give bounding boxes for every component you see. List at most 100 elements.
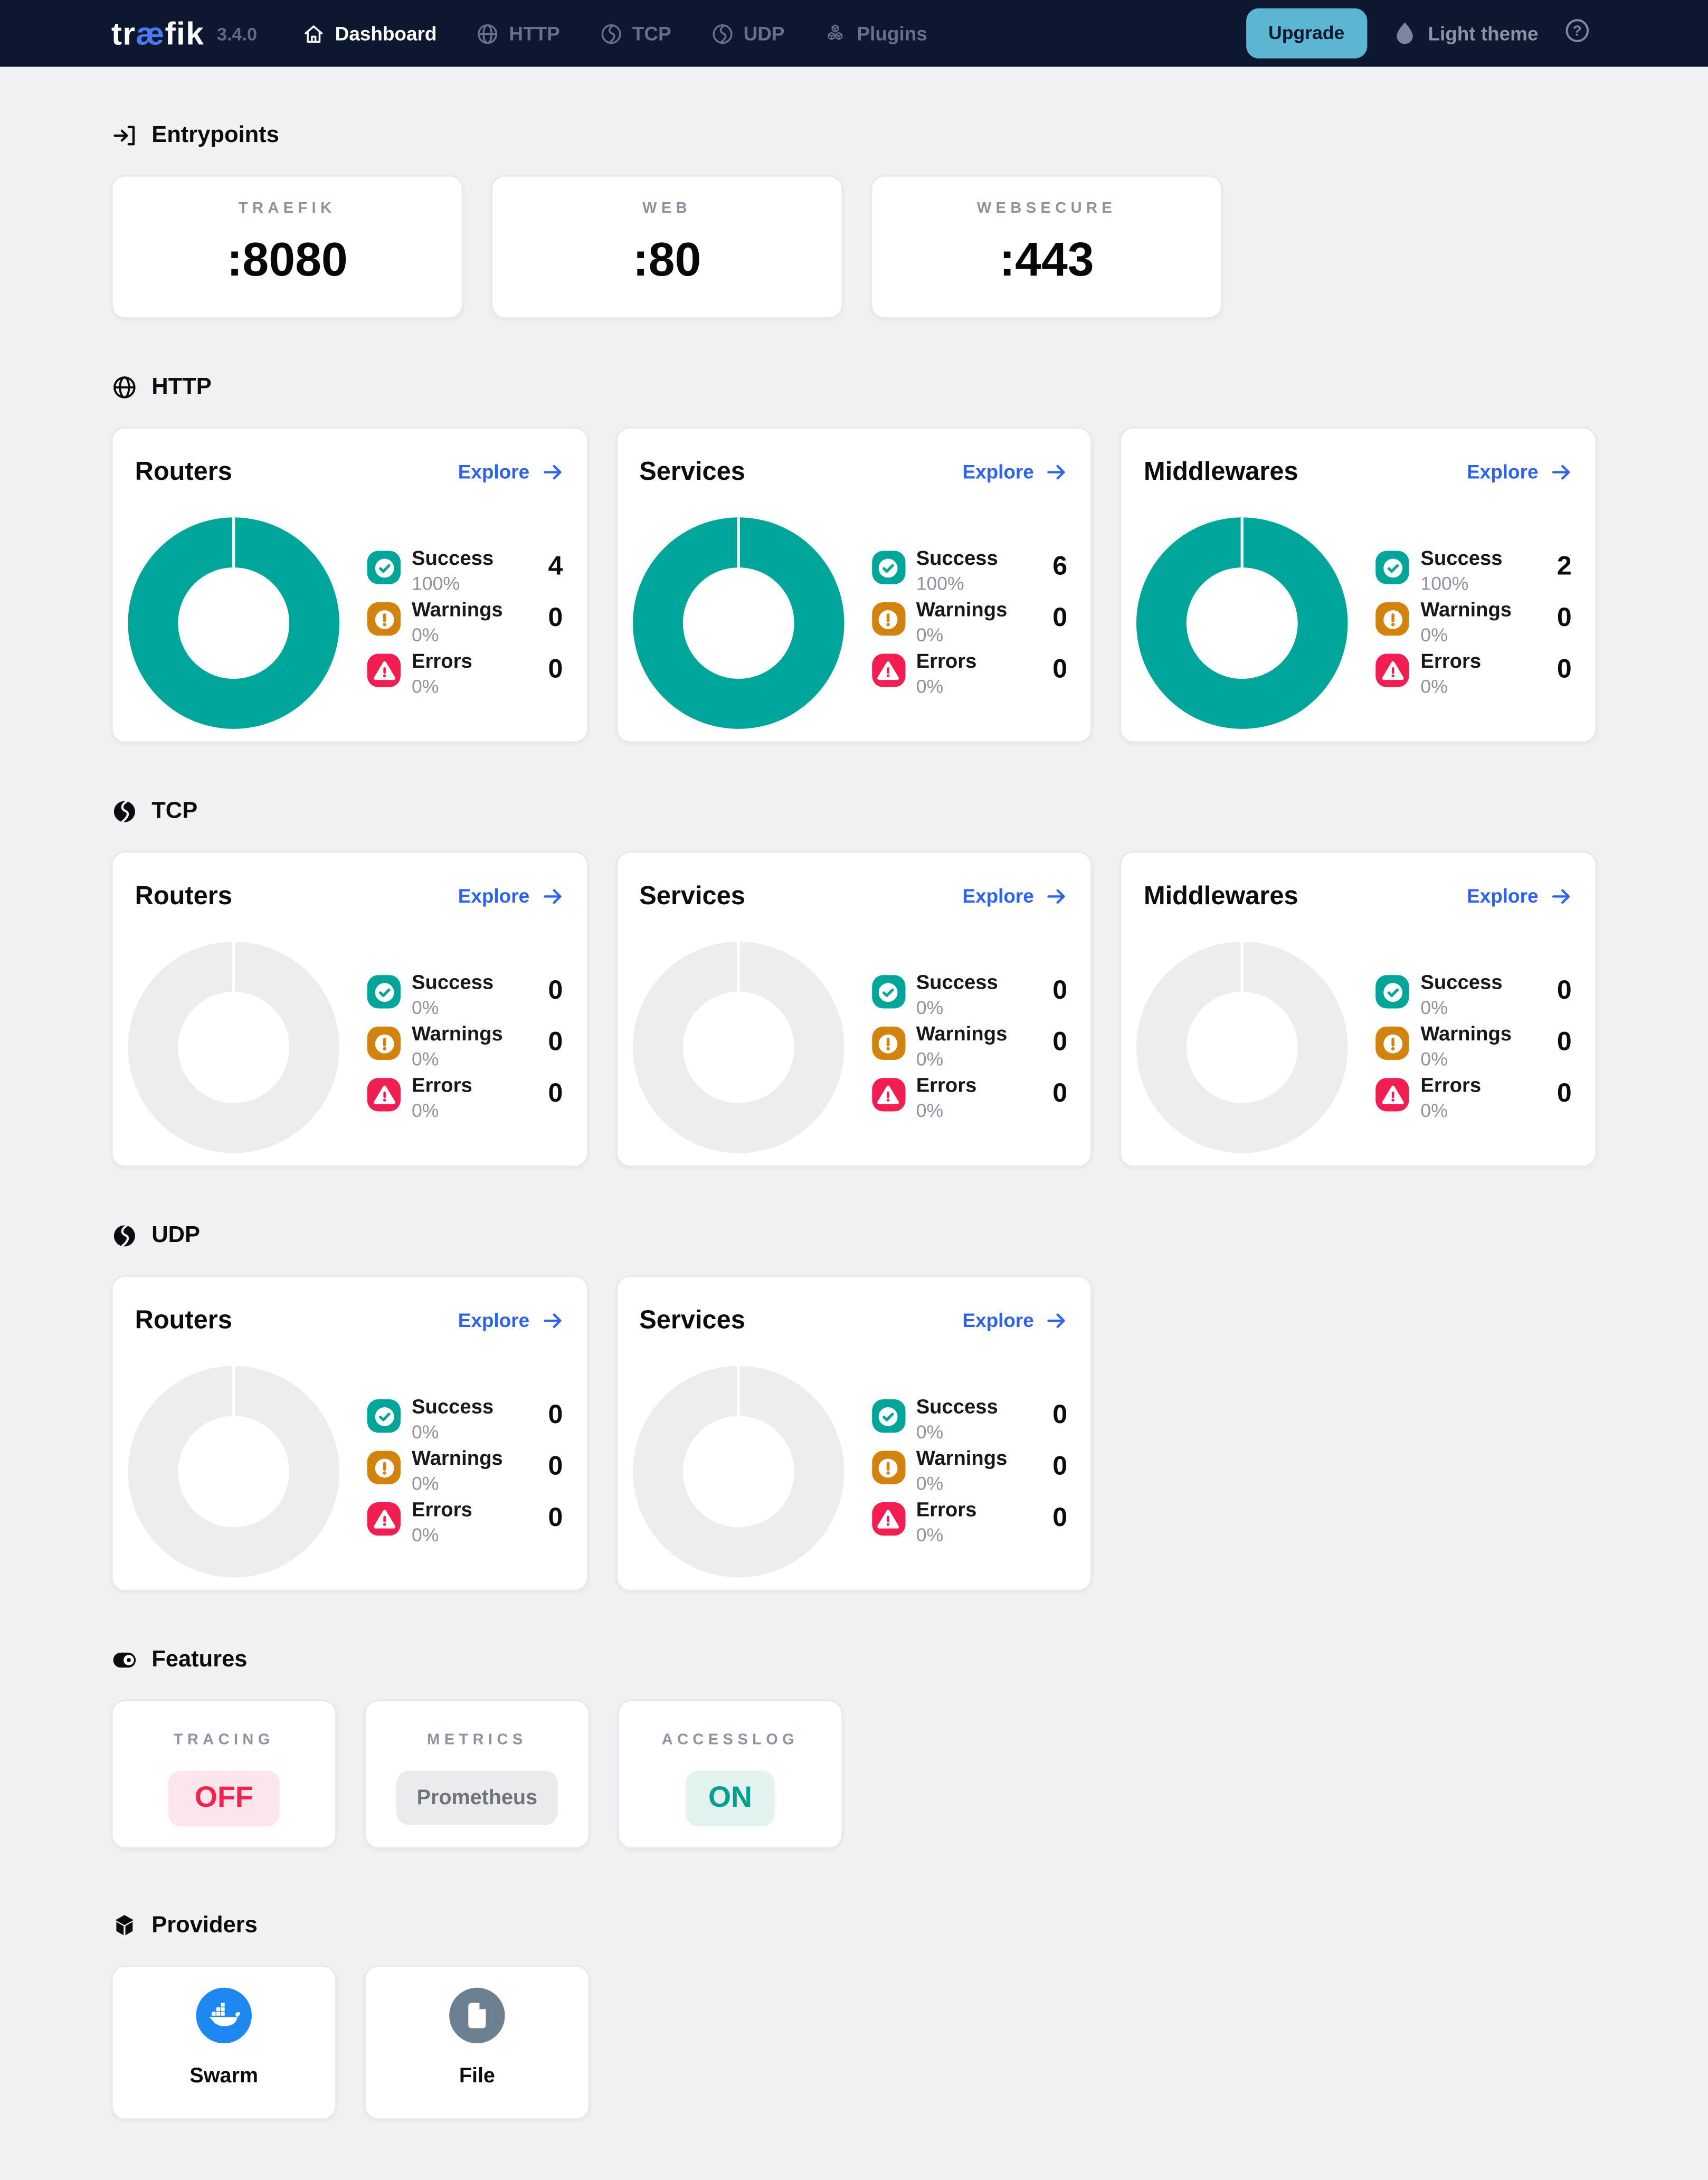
legend-row-warning: Warnings 0% 0: [367, 599, 563, 646]
card-title: Middlewares: [1143, 880, 1298, 910]
legend-row-error: Errors 0% 0: [871, 1075, 1068, 1121]
globe-icon: [476, 22, 499, 45]
legend-label: Warnings: [412, 599, 503, 622]
section-title: HTTP: [151, 373, 212, 399]
legend-percent: 0%: [412, 997, 439, 1018]
explore-link[interactable]: Explore: [962, 884, 1068, 908]
version-label: 3.4.0: [216, 23, 258, 44]
success-icon: [1376, 975, 1410, 1009]
arrow-right-icon: [540, 460, 564, 484]
legend-row-success: Success 100% 6: [871, 548, 1068, 594]
theme-toggle-label: Light theme: [1428, 22, 1539, 45]
proxy-icon: [111, 1222, 138, 1248]
section-title: Providers: [151, 1912, 258, 1937]
nav-item-http[interactable]: HTTP: [476, 22, 560, 45]
card-title: Routers: [135, 456, 232, 486]
explore-link[interactable]: Explore: [1467, 460, 1573, 484]
legend-count: 4: [548, 552, 563, 582]
explore-link[interactable]: Explore: [1467, 884, 1573, 908]
feature-name: METRICS: [427, 1731, 527, 1749]
entrypoint-port: :443: [999, 233, 1094, 287]
features-cards: TRACING OFF METRICS Prometheus ACCESSLOG…: [111, 1700, 1597, 1849]
section-title: Features: [151, 1646, 248, 1672]
entrypoint-card-websecure: WEBSECURE :443: [870, 175, 1223, 319]
error-icon: [871, 653, 905, 687]
explore-link[interactable]: Explore: [962, 460, 1068, 484]
nav-item-tcp[interactable]: TCP: [599, 22, 671, 45]
card-title: Routers: [135, 1304, 232, 1334]
legend: Success 0% 0 Warnings 0% 0 Errors 0% 0: [871, 1397, 1068, 1554]
error-icon: [1376, 1078, 1410, 1112]
legend-percent: 0%: [1420, 624, 1448, 646]
legend: Success 100% 6 Warnings 0% 0 Errors 0% 0: [871, 548, 1068, 706]
legend-row-error: Errors 0% 0: [367, 651, 563, 697]
legend-label: Warnings: [1420, 599, 1512, 622]
legend-label: Errors: [1420, 651, 1482, 674]
legend: Success 0% 0 Warnings 0% 0 Errors 0% 0: [367, 1396, 563, 1554]
legend-percent: 0%: [1420, 676, 1448, 697]
donut-chart: [1136, 517, 1349, 729]
legend-count: 0: [1052, 1079, 1068, 1109]
card-title: Routers: [135, 880, 232, 910]
help-button[interactable]: [1563, 16, 1591, 51]
proxy-icon: [111, 798, 138, 824]
legend-count: 0: [1557, 976, 1572, 1006]
legend-percent: 0%: [916, 1048, 944, 1070]
legend-label: Success: [916, 972, 998, 995]
warning-icon: [871, 602, 905, 636]
feature-name: ACCESSLOG: [661, 1731, 799, 1749]
entrypoint-card-traefik: TRAEFIK :8080: [111, 175, 463, 319]
legend-count: 0: [1557, 1079, 1572, 1109]
explore-link[interactable]: Explore: [458, 460, 564, 484]
nav-item-dashboard[interactable]: Dashboard: [301, 22, 437, 45]
http-cards: Routers Explore Success 100% 4 Warnings 0% 0 Err…: [111, 427, 1597, 743]
theme-toggle[interactable]: Light theme: [1392, 21, 1539, 46]
dashboard-content: Entrypoints TRAEFIK :8080 WEB :80 WEBSEC…: [0, 121, 1708, 2120]
explore-link[interactable]: Explore: [962, 1308, 1068, 1332]
legend-row-error: Errors 0% 0: [1376, 651, 1572, 697]
legend-count: 0: [548, 1400, 563, 1430]
legend-label: Warnings: [412, 1448, 503, 1471]
legend-percent: 0%: [412, 1100, 439, 1121]
section-title: UDP: [151, 1222, 201, 1247]
legend-row-error: Errors 0% 0: [367, 1075, 563, 1121]
legend-label: Success: [412, 972, 494, 995]
droplet-icon: [1392, 21, 1417, 46]
legend: Success 0% 0 Warnings 0% 0 Errors 0% 0: [1376, 972, 1572, 1130]
legend-count: 0: [1557, 655, 1572, 685]
legend-row-success: Success 0% 0: [367, 972, 563, 1018]
legend-row-warning: Warnings 0% 0: [1376, 599, 1572, 646]
legend-count: 0: [548, 655, 563, 685]
legend-label: Warnings: [916, 1023, 1008, 1046]
legend-count: 0: [1052, 1503, 1068, 1533]
arrow-right-icon: [1045, 460, 1069, 484]
warning-icon: [871, 1451, 905, 1484]
legend-label: Errors: [1420, 1075, 1482, 1098]
legend-count: 0: [1052, 1452, 1068, 1482]
legend-count: 6: [1052, 552, 1068, 582]
donut-chart: [632, 942, 844, 1153]
explore-link[interactable]: Explore: [458, 884, 564, 908]
docker-icon: [196, 1987, 252, 2044]
entrypoint-port: :8080: [226, 233, 348, 287]
arrow-right-icon: [540, 884, 564, 908]
legend-row-warning: Warnings 0% 0: [871, 1448, 1068, 1494]
legend-percent: 100%: [412, 573, 460, 594]
tcp-heading: TCP: [111, 797, 1597, 825]
explore-link[interactable]: Explore: [458, 1308, 564, 1332]
legend: Success 100% 4 Warnings 0% 0 Errors 0% 0: [367, 548, 563, 706]
nav-item-plugins[interactable]: Plugins: [823, 22, 927, 45]
legend-label: Success: [412, 1396, 494, 1419]
arrow-right-icon: [1550, 884, 1573, 908]
legend-label: Warnings: [916, 599, 1008, 622]
entrypoints-cards: TRAEFIK :8080 WEB :80 WEBSECURE :443: [111, 175, 1597, 319]
donut-chart: [632, 1366, 844, 1578]
entrypoint-name: WEBSECURE: [976, 200, 1117, 217]
success-icon: [871, 975, 905, 1009]
upgrade-button[interactable]: Upgrade: [1246, 8, 1367, 59]
nav-item-udp[interactable]: UDP: [710, 22, 784, 45]
success-icon: [871, 1399, 905, 1433]
arrow-right-icon: [1045, 884, 1069, 908]
feature-card-metrics: METRICS Prometheus: [364, 1700, 590, 1849]
legend-label: Warnings: [916, 1448, 1008, 1471]
